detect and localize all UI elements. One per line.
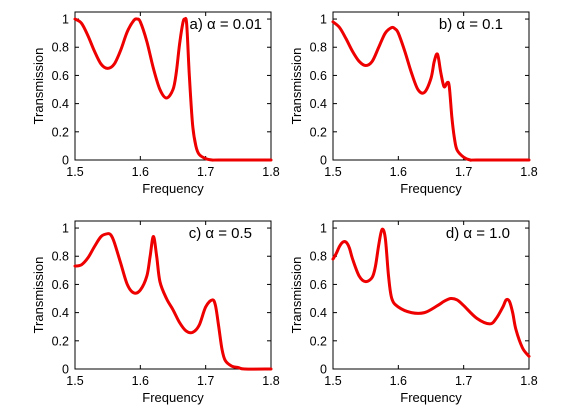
y-tick-label: 0 <box>62 363 69 377</box>
x-axis-label: Frequency <box>142 390 204 405</box>
y-tick-label: 1 <box>62 13 69 27</box>
y-tick-label: 0 <box>62 154 69 168</box>
x-tick-label: 1.6 <box>132 165 149 179</box>
curves <box>73 16 273 162</box>
panel-title: c) α = 0.5 <box>189 225 252 242</box>
panel-title: d) α = 1.0 <box>446 225 510 242</box>
transmission-curve <box>73 232 273 371</box>
x-tick-label: 1.8 <box>262 374 279 388</box>
y-tick-label: 1 <box>62 222 69 236</box>
x-axis-label: Frequency <box>400 181 462 196</box>
plot-frame <box>332 220 530 370</box>
x-tick-label: 1.5 <box>324 374 341 388</box>
y-tick-label: 0 <box>320 363 327 377</box>
panel-title: a) α = 0.01 <box>190 16 262 33</box>
transmission-curve <box>331 227 531 358</box>
x-tick-label: 1.5 <box>66 374 83 388</box>
y-tick-label: 0.6 <box>310 69 327 83</box>
curves <box>73 232 273 371</box>
y-tick-label: 0.4 <box>52 306 69 320</box>
y-tick-label: 0.6 <box>52 278 69 292</box>
axis-ticks: 1.5 1.6 1.7 1.8 0 0.2 0.4 0.6 0.8 1 <box>310 12 538 179</box>
y-axis-label: Transmission <box>289 48 304 125</box>
y-axis-label: Transmission <box>31 48 46 125</box>
y-axis-label: Transmission <box>31 257 46 334</box>
curves <box>331 227 531 358</box>
x-axis-label: Frequency <box>400 390 462 405</box>
y-tick-label: 0.6 <box>310 278 327 292</box>
x-tick-label: 1.6 <box>390 165 407 179</box>
panel-d: 1.5 1.6 1.7 1.8 0 0.2 0.4 0.6 0.8 1 d) α = 1.0 Fr… <box>289 220 538 405</box>
x-tick-label: 1.8 <box>520 374 537 388</box>
y-tick-label: 0.4 <box>310 97 327 111</box>
y-tick-label: 0.8 <box>52 250 69 264</box>
x-axis-label: Frequency <box>142 181 204 196</box>
x-tick-label: 1.5 <box>66 165 83 179</box>
y-tick-label: 0.8 <box>310 41 327 55</box>
axis-ticks: 1.5 1.6 1.7 1.8 0 0.2 0.4 0.6 0.8 1 <box>52 12 280 179</box>
plot-frame <box>74 220 272 370</box>
y-tick-label: 0.6 <box>52 69 69 83</box>
panel-a: 1.5 1.6 1.7 1.8 0 0.2 0.4 0.6 0.8 1 a) α = 0.01 F… <box>31 11 280 196</box>
x-tick-label: 1.7 <box>197 165 214 179</box>
x-tick-label: 1.7 <box>197 374 214 388</box>
panel-c: 1.5 1.6 1.7 1.8 0 0.2 0.4 0.6 0.8 1 c) α = 0.5 Fr… <box>31 220 280 405</box>
y-tick-label: 0.8 <box>52 41 69 55</box>
y-tick-label: 0.2 <box>52 334 69 348</box>
x-tick-label: 1.7 <box>455 165 472 179</box>
panel-title: b) α = 0.1 <box>439 16 503 33</box>
panel-b: 1.5 1.6 1.7 1.8 0 0.2 0.4 0.6 0.8 1 b) α = 0.1 Fr… <box>289 11 538 196</box>
y-tick-label: 0.4 <box>310 306 327 320</box>
y-tick-label: 1 <box>320 13 327 27</box>
transmission-curve <box>331 20 531 162</box>
x-tick-label: 1.7 <box>455 374 472 388</box>
y-tick-label: 0 <box>320 154 327 168</box>
x-tick-label: 1.8 <box>262 165 279 179</box>
y-tick-label: 0.2 <box>310 125 327 139</box>
x-tick-label: 1.5 <box>324 165 341 179</box>
y-tick-label: 0.2 <box>52 125 69 139</box>
x-tick-label: 1.6 <box>390 374 407 388</box>
y-tick-label: 0.4 <box>52 97 69 111</box>
plot-frame <box>332 11 530 161</box>
x-tick-label: 1.6 <box>132 374 149 388</box>
y-tick-label: 0.8 <box>310 250 327 264</box>
y-tick-label: 0.2 <box>310 334 327 348</box>
transmission-curve <box>73 16 273 162</box>
axis-ticks: 1.5 1.6 1.7 1.8 0 0.2 0.4 0.6 0.8 1 <box>52 221 280 388</box>
y-tick-label: 1 <box>320 222 327 236</box>
y-axis-label: Transmission <box>289 257 304 334</box>
curves <box>331 20 531 162</box>
x-tick-label: 1.8 <box>520 165 537 179</box>
